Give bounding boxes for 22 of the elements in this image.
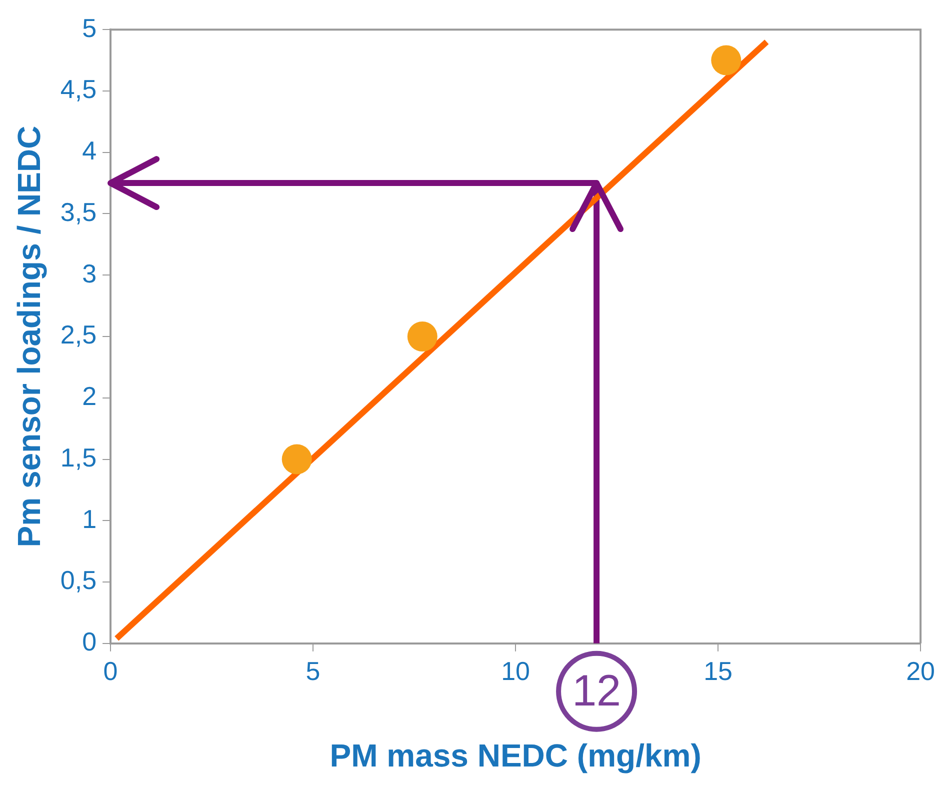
x-tick-label: 0 bbox=[103, 656, 118, 686]
point bbox=[711, 45, 742, 76]
y-tick-label: 4 bbox=[82, 136, 97, 166]
y-axis-title: Pm sensor loadings / NEDC bbox=[11, 126, 48, 548]
point bbox=[407, 322, 438, 352]
y-tick-label: 0 bbox=[82, 626, 97, 657]
text: 12 bbox=[572, 666, 622, 716]
x-tick-label: 15 bbox=[704, 656, 732, 686]
y-tick-label: 1 bbox=[82, 504, 97, 534]
y-tick-label: 5 bbox=[82, 12, 97, 43]
x-tick-label: 5 bbox=[306, 656, 320, 686]
y-tick-label: 3,5 bbox=[60, 196, 97, 227]
y-tick-label: 4,5 bbox=[60, 74, 97, 104]
x-axis-title: PM mass NEDC (mg/km) bbox=[330, 738, 702, 774]
x-tick-label: 20 bbox=[906, 656, 935, 686]
point bbox=[282, 444, 312, 474]
x-tick-label: 10 bbox=[501, 656, 530, 686]
y-tick-label: 0,5 bbox=[60, 565, 97, 596]
y-tick-label: 2,5 bbox=[60, 320, 97, 350]
y-tick-label: 3 bbox=[82, 258, 97, 288]
y-tick-label: 1,5 bbox=[60, 442, 97, 472]
y-tick-label: 2 bbox=[82, 381, 97, 412]
